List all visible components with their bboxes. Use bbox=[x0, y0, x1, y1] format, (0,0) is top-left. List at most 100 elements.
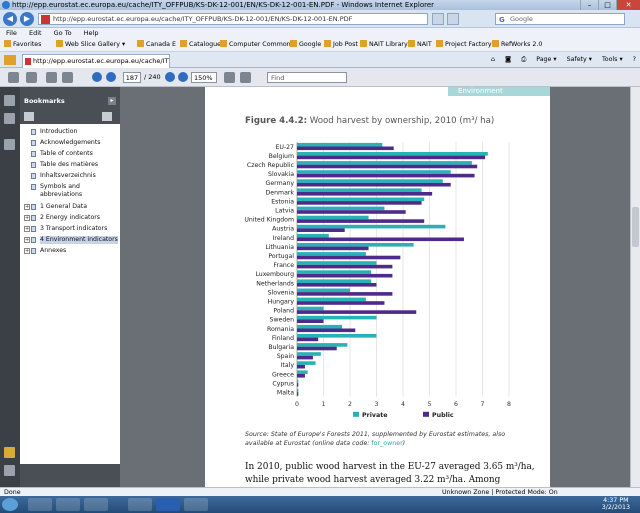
menu-goto[interactable]: Go To bbox=[53, 29, 72, 37]
paperclip-icon[interactable] bbox=[4, 465, 15, 476]
word-taskbar-icon[interactable] bbox=[156, 498, 180, 511]
print-icon[interactable] bbox=[8, 72, 19, 83]
fav-item[interactable]: NAIT bbox=[408, 38, 432, 51]
explorer-taskbar-icon[interactable] bbox=[56, 498, 80, 511]
comments-icon[interactable] bbox=[4, 447, 15, 458]
bookmark-options-icon[interactable] bbox=[24, 112, 34, 121]
start-button-icon[interactable] bbox=[2, 498, 18, 511]
expand-icon[interactable]: + bbox=[24, 204, 30, 210]
ie-taskbar-icon[interactable] bbox=[28, 498, 52, 511]
menu-help[interactable]: Help bbox=[83, 29, 99, 37]
source-code-link[interactable]: for_owner bbox=[371, 440, 403, 447]
page-icon bbox=[31, 140, 36, 146]
fav-item[interactable]: RefWorks 2.0 bbox=[492, 38, 542, 51]
close-panel-icon[interactable]: ▸ bbox=[108, 97, 116, 105]
bar-public bbox=[297, 228, 345, 232]
category-label: Bulgaria bbox=[268, 344, 294, 351]
bar-public bbox=[297, 283, 377, 287]
search-input[interactable]: G Google bbox=[495, 13, 625, 25]
fav-item[interactable]: Web Slice Gallery ▾ bbox=[56, 38, 125, 51]
safety-menu[interactable]: Safety ▾ bbox=[566, 56, 592, 63]
page-total: / 240 bbox=[144, 73, 161, 81]
bar-private bbox=[297, 152, 488, 156]
find-input[interactable]: Find bbox=[267, 72, 347, 83]
attachments-panel-icon[interactable] bbox=[4, 139, 15, 150]
bookmarks-panel-icon[interactable] bbox=[4, 113, 15, 124]
stop-icon[interactable] bbox=[447, 13, 459, 25]
zoom-select[interactable]: 150% bbox=[191, 72, 217, 83]
tools-menu[interactable]: Tools ▾ bbox=[601, 56, 623, 63]
prev-page-icon[interactable] bbox=[92, 72, 102, 82]
expand-icon[interactable]: + bbox=[24, 226, 30, 232]
fav-item[interactable]: Catalogue bbox=[180, 38, 222, 51]
bar-private bbox=[297, 161, 472, 165]
fav-item[interactable]: NAIT Library bbox=[360, 38, 408, 51]
fav-item[interactable]: Computer Commons bbox=[220, 38, 294, 51]
tab-active[interactable]: http://epp.eurostat.ec.europa.eu/cache/I… bbox=[22, 54, 170, 68]
page-menu[interactable]: Page ▾ bbox=[536, 56, 557, 63]
menu-edit[interactable]: Edit bbox=[28, 29, 42, 37]
hand-tool-icon[interactable] bbox=[46, 72, 57, 83]
close-icon[interactable]: ✕ bbox=[616, 0, 640, 10]
category-label: Italy bbox=[281, 362, 295, 369]
bookmark-item[interactable]: Symbols and abbreviations bbox=[24, 183, 118, 199]
acrobat-taskbar-icon[interactable] bbox=[184, 498, 208, 511]
expand-icon[interactable]: + bbox=[24, 237, 30, 243]
refresh-icon[interactable] bbox=[432, 13, 444, 25]
system-clock[interactable]: 4:37 PM 3/2/2013 bbox=[602, 497, 630, 511]
bar-private bbox=[297, 297, 366, 302]
menu-file[interactable]: File bbox=[6, 29, 17, 37]
fav-item-label: Catalogue bbox=[189, 41, 222, 48]
category-label: Cyprus bbox=[272, 380, 294, 387]
page-number-input[interactable]: 187 bbox=[123, 72, 141, 83]
pdf-toolbar: 187 / 240 150% Find bbox=[0, 68, 640, 87]
new-bookmark-icon[interactable] bbox=[102, 112, 112, 121]
favorites-button[interactable]: Favorites bbox=[4, 38, 41, 51]
media-taskbar-icon[interactable] bbox=[84, 498, 108, 511]
fav-item[interactable]: Job Post bbox=[324, 38, 358, 51]
tab-label: http://epp.eurostat.ec.europa.eu/cache/I… bbox=[33, 57, 169, 65]
bar-public bbox=[297, 346, 337, 351]
command-bar: ⌂ ◙ ⎙ Page ▾ Safety ▾ Tools ▾ ? bbox=[483, 54, 636, 66]
zoom-out-icon[interactable] bbox=[165, 72, 175, 82]
fav-item-label: Computer Commons bbox=[229, 41, 294, 48]
fav-item-label: NAIT bbox=[417, 41, 432, 48]
minimize-icon[interactable]: – bbox=[580, 0, 598, 10]
favorites-star-icon[interactable] bbox=[4, 55, 16, 65]
chrome-taskbar-icon[interactable] bbox=[128, 498, 152, 511]
page-icon bbox=[436, 40, 443, 47]
fit-page-icon[interactable] bbox=[224, 72, 235, 83]
figure-caption: Wood harvest by ownership, 2010 (m³/ ha) bbox=[307, 116, 495, 126]
bar-public bbox=[297, 201, 422, 205]
page-icon bbox=[324, 40, 331, 47]
expand-icon[interactable]: + bbox=[24, 248, 30, 254]
scroll-thumb[interactable] bbox=[632, 207, 639, 247]
fav-item[interactable]: Google bbox=[290, 38, 321, 51]
help-icon[interactable]: ? bbox=[632, 56, 636, 63]
next-page-icon[interactable] bbox=[106, 72, 116, 82]
bar-private bbox=[297, 188, 422, 192]
fit-width-icon[interactable] bbox=[240, 72, 251, 83]
fav-item[interactable]: Canada E bbox=[137, 38, 176, 51]
email-icon[interactable] bbox=[26, 72, 37, 83]
pdf-page-icon bbox=[41, 15, 50, 24]
url-input[interactable]: http://epp.eurostat.ec.europa.eu/cache/I… bbox=[38, 13, 428, 25]
bar-private bbox=[297, 215, 369, 220]
maximize-icon[interactable]: □ bbox=[598, 0, 616, 10]
category-label: Spain bbox=[277, 353, 294, 360]
forward-icon[interactable]: ▶ bbox=[20, 12, 34, 26]
pages-panel-icon[interactable] bbox=[4, 95, 15, 106]
category-label: Belgium bbox=[269, 153, 294, 160]
rss-icon[interactable]: ◙ bbox=[505, 56, 512, 63]
print-icon[interactable]: ⎙ bbox=[521, 56, 527, 63]
select-tool-icon[interactable] bbox=[62, 72, 73, 83]
vertical-scrollbar[interactable] bbox=[630, 87, 640, 487]
bar-public bbox=[297, 210, 406, 214]
zoom-in-icon[interactable] bbox=[178, 72, 188, 82]
fav-item[interactable]: Project Factory bbox=[436, 38, 492, 51]
window-controls: – □ ✕ bbox=[580, 0, 640, 10]
home-icon[interactable]: ⌂ bbox=[490, 56, 495, 63]
x-tick-label: 0 bbox=[295, 401, 299, 408]
back-icon[interactable]: ◀ bbox=[3, 12, 17, 26]
expand-icon[interactable]: + bbox=[24, 215, 30, 221]
